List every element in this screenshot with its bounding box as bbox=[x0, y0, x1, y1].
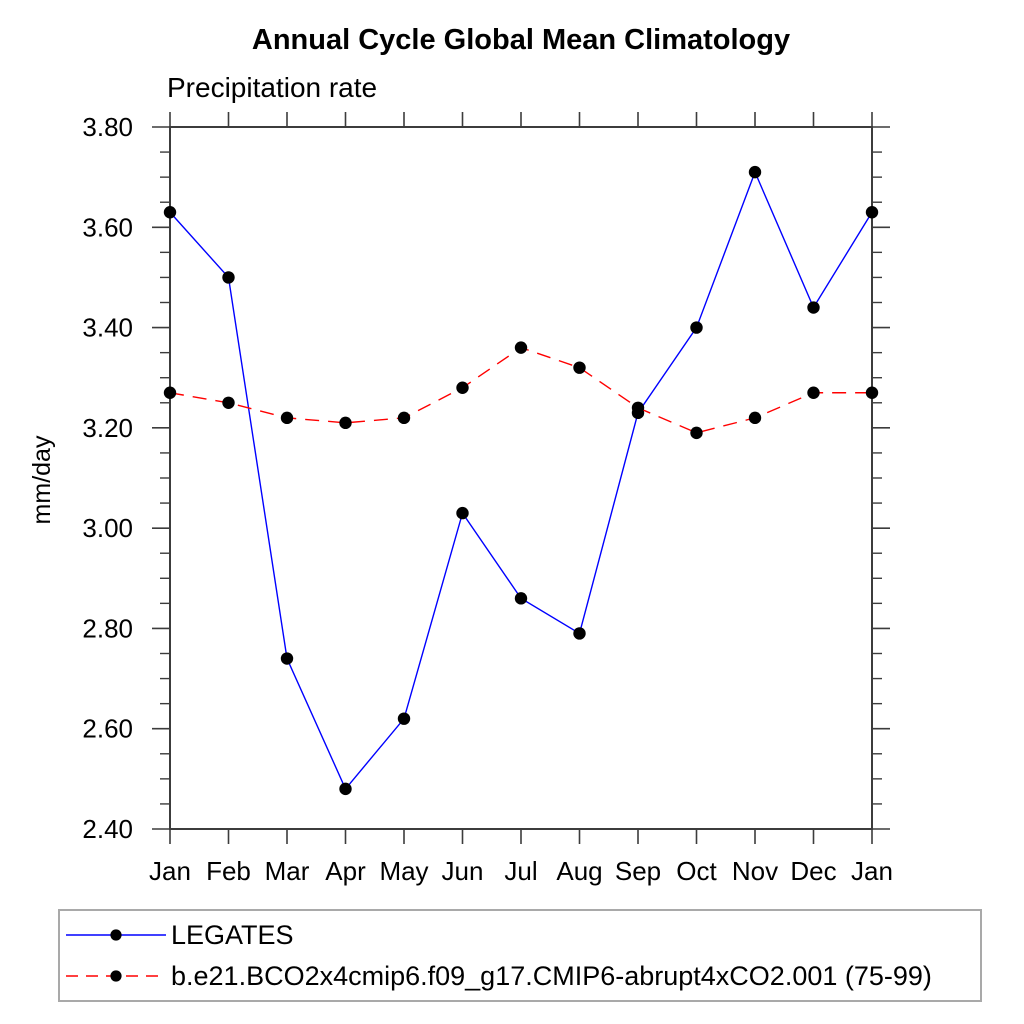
x-tick-label: Jun bbox=[442, 856, 484, 886]
chart-title: Annual Cycle Global Mean Climatology bbox=[251, 24, 791, 56]
y-tick-label: 2.40 bbox=[82, 814, 133, 844]
data-point bbox=[865, 206, 879, 219]
legend-item-label: LEGATES bbox=[171, 919, 294, 950]
data-point bbox=[807, 301, 820, 314]
data-point bbox=[748, 165, 762, 179]
data-point bbox=[222, 271, 235, 284]
chart-subtitle: Precipitation rate bbox=[167, 72, 378, 103]
x-tick-label: Nov bbox=[732, 856, 778, 886]
data-point bbox=[280, 652, 294, 665]
data-point bbox=[456, 506, 469, 520]
y-tick-label: 3.80 bbox=[82, 112, 133, 142]
x-tick-label: Dec bbox=[790, 856, 836, 886]
data-point bbox=[631, 401, 645, 414]
legend-item-label: b.e21.BCO2x4cmip6.f09_g17.CMIP6-abrupt4x… bbox=[171, 960, 932, 991]
data-point bbox=[865, 386, 879, 399]
data-point bbox=[514, 341, 528, 354]
data-point bbox=[456, 381, 469, 394]
series-line-0 bbox=[169, 170, 873, 791]
legend-line-sample-icon bbox=[66, 970, 166, 982]
data-point bbox=[339, 416, 352, 430]
data-point bbox=[807, 386, 820, 399]
y-tick-label: 3.60 bbox=[82, 212, 133, 242]
x-tick-label: Feb bbox=[206, 856, 251, 886]
legend-sample-marker bbox=[110, 970, 122, 982]
x-tick-label: May bbox=[379, 856, 428, 886]
legend-item: b.e21.BCO2x4cmip6.f09_g17.CMIP6-abrupt4x… bbox=[64, 960, 980, 992]
y-tick-label: 3.40 bbox=[82, 313, 133, 343]
data-point bbox=[690, 426, 703, 440]
x-tick-label: Jan bbox=[851, 856, 893, 886]
y-tick-label: 2.80 bbox=[82, 613, 133, 643]
y-tick-label: 3.00 bbox=[82, 513, 133, 543]
data-point bbox=[222, 396, 235, 409]
legend-item: LEGATES bbox=[64, 919, 980, 951]
data-point bbox=[748, 411, 762, 425]
y-tick-label: 3.20 bbox=[82, 413, 133, 443]
data-point bbox=[573, 627, 586, 640]
data-point bbox=[280, 411, 294, 425]
plot-frame bbox=[169, 126, 873, 830]
y-tick-label: 2.60 bbox=[82, 714, 133, 744]
data-point bbox=[163, 206, 177, 219]
data-point bbox=[573, 361, 586, 374]
legend-sample-marker bbox=[110, 929, 122, 941]
legend: LEGATES b.e21.BCO2x4cmip6.f09_g17.CMIP6-a… bbox=[58, 909, 982, 1002]
data-point bbox=[339, 782, 352, 796]
x-tick-label: Sep bbox=[615, 856, 661, 886]
data-point bbox=[397, 712, 411, 725]
x-tick-label: Mar bbox=[265, 856, 310, 886]
x-tick-label: Jul bbox=[504, 856, 537, 886]
x-tick-label: Jan bbox=[149, 856, 191, 886]
data-point bbox=[163, 386, 177, 399]
data-point bbox=[397, 411, 411, 425]
data-point bbox=[690, 321, 703, 334]
x-tick-label: Aug bbox=[556, 856, 602, 886]
x-tick-label: Apr bbox=[325, 856, 366, 886]
y-axis-label: mm/day bbox=[28, 435, 56, 524]
data-point bbox=[514, 592, 528, 605]
legend-line-sample-icon bbox=[66, 929, 166, 941]
x-tick-label: Oct bbox=[676, 856, 717, 886]
series-line-1 bbox=[169, 346, 872, 434]
